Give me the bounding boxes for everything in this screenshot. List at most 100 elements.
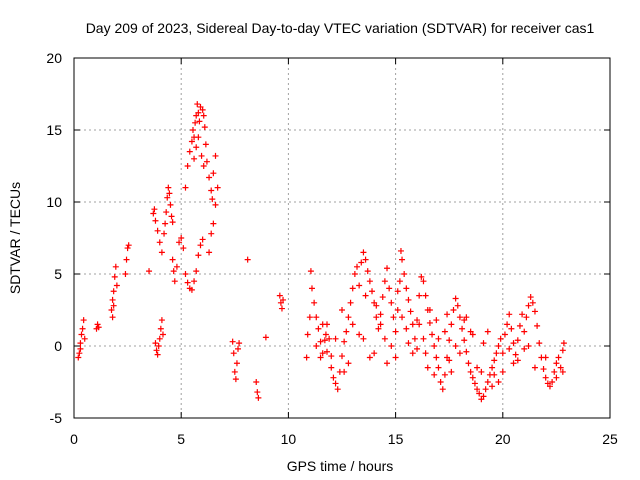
data-point-marker: [420, 278, 427, 285]
data-point-marker: [191, 278, 198, 285]
data-point-marker: [164, 194, 171, 201]
data-point-marker: [379, 294, 386, 301]
data-point-marker: [446, 337, 453, 344]
data-point-marker: [304, 331, 311, 338]
data-point-marker: [375, 325, 382, 332]
x-tick-label: 5: [177, 431, 185, 447]
y-tick-label: 20: [46, 50, 62, 66]
data-point-marker: [343, 328, 350, 335]
data-point-marker: [491, 371, 498, 378]
data-point-marker: [212, 201, 219, 208]
data-point-marker: [403, 285, 410, 292]
data-point-marker: [424, 364, 431, 371]
data-point-marker: [467, 368, 474, 375]
data-point-marker: [125, 242, 132, 249]
y-tick-label: -5: [50, 410, 63, 426]
data-point-marker: [150, 210, 157, 217]
data-point-marker: [255, 394, 262, 401]
data-point-marker: [534, 322, 541, 329]
data-point-marker: [446, 357, 453, 364]
data-point-marker: [426, 307, 433, 313]
data-point-marker: [122, 271, 129, 277]
data-point-marker: [491, 357, 498, 364]
data-point-marker: [358, 259, 365, 266]
data-point-marker: [392, 354, 399, 361]
x-tick-label: 20: [495, 431, 511, 447]
data-point-marker: [161, 230, 168, 237]
data-point-marker: [81, 335, 88, 342]
data-point-marker: [495, 379, 502, 385]
data-point-marker: [197, 242, 204, 249]
data-point-marker: [433, 317, 440, 324]
data-point-marker: [188, 286, 195, 293]
data-point-marker: [80, 317, 87, 324]
data-point-marker: [366, 354, 373, 361]
data-point-marker: [349, 285, 356, 292]
data-point-marker: [418, 273, 425, 280]
data-point-marker: [184, 163, 191, 169]
data-point-marker: [124, 245, 131, 252]
data-point-marker: [254, 389, 261, 396]
data-point-marker: [180, 245, 187, 252]
data-point-marker: [433, 354, 440, 361]
chart-title: Day 209 of 2023, Sidereal Day-to-day VTE…: [86, 20, 595, 36]
data-point-marker: [557, 364, 564, 371]
data-point-marker: [514, 357, 521, 364]
data-point-marker: [476, 390, 483, 397]
data-point-marker: [319, 350, 326, 357]
x-axis-label: GPS time / hours: [287, 458, 394, 474]
data-point-marker: [362, 292, 369, 299]
data-point-marker: [527, 294, 534, 301]
y-tick-label: 5: [54, 266, 62, 282]
data-point-marker: [531, 308, 538, 315]
data-point-marker: [360, 335, 367, 342]
data-point-marker: [461, 337, 468, 344]
data-point-marker: [163, 209, 170, 216]
data-point-marker: [154, 351, 161, 358]
data-point-marker: [390, 314, 397, 321]
data-point-marker: [439, 386, 446, 393]
data-point-marker: [195, 252, 202, 259]
data-point-marker: [322, 331, 329, 338]
data-point-marker: [195, 109, 202, 116]
data-point-marker: [345, 314, 352, 321]
data-point-marker: [516, 322, 523, 329]
data-point-marker: [78, 331, 85, 338]
data-point-marker: [188, 138, 195, 145]
data-point-marker: [437, 379, 444, 385]
x-tick-label: 25: [602, 431, 618, 447]
data-point-marker: [461, 317, 468, 324]
data-point-marker: [482, 386, 489, 393]
data-point-marker: [360, 249, 367, 256]
data-point-marker: [356, 282, 363, 289]
data-point-marker: [262, 334, 269, 341]
data-point-marker: [416, 292, 423, 299]
data-point-marker: [113, 282, 120, 289]
data-point-marker: [311, 299, 318, 306]
data-point-marker: [414, 317, 421, 324]
data-point-marker: [332, 335, 339, 342]
data-point-marker: [232, 376, 239, 383]
data-point-marker: [469, 374, 476, 381]
data-point-marker: [307, 268, 314, 275]
data-point-marker: [422, 292, 429, 299]
data-point-marker: [317, 354, 324, 361]
y-axis-label: SDTVAR / TECUs: [7, 182, 23, 294]
data-point-marker: [542, 354, 549, 361]
data-point-marker: [510, 360, 517, 367]
data-point-marker: [313, 314, 320, 321]
x-tick-label: 15: [388, 431, 404, 447]
data-point-marker: [200, 112, 207, 119]
data-point-marker: [377, 321, 384, 328]
data-point-marker: [369, 288, 376, 295]
data-point-marker: [317, 338, 324, 345]
data-point-marker: [146, 268, 153, 275]
data-point-marker: [450, 307, 457, 313]
data-point-marker: [521, 328, 528, 335]
data-point-marker: [328, 353, 335, 360]
data-point-marker: [196, 118, 203, 125]
data-points: [75, 101, 567, 403]
data-point-marker: [521, 345, 528, 352]
grid-lines: [74, 58, 610, 418]
plot-frame: [73, 57, 611, 419]
